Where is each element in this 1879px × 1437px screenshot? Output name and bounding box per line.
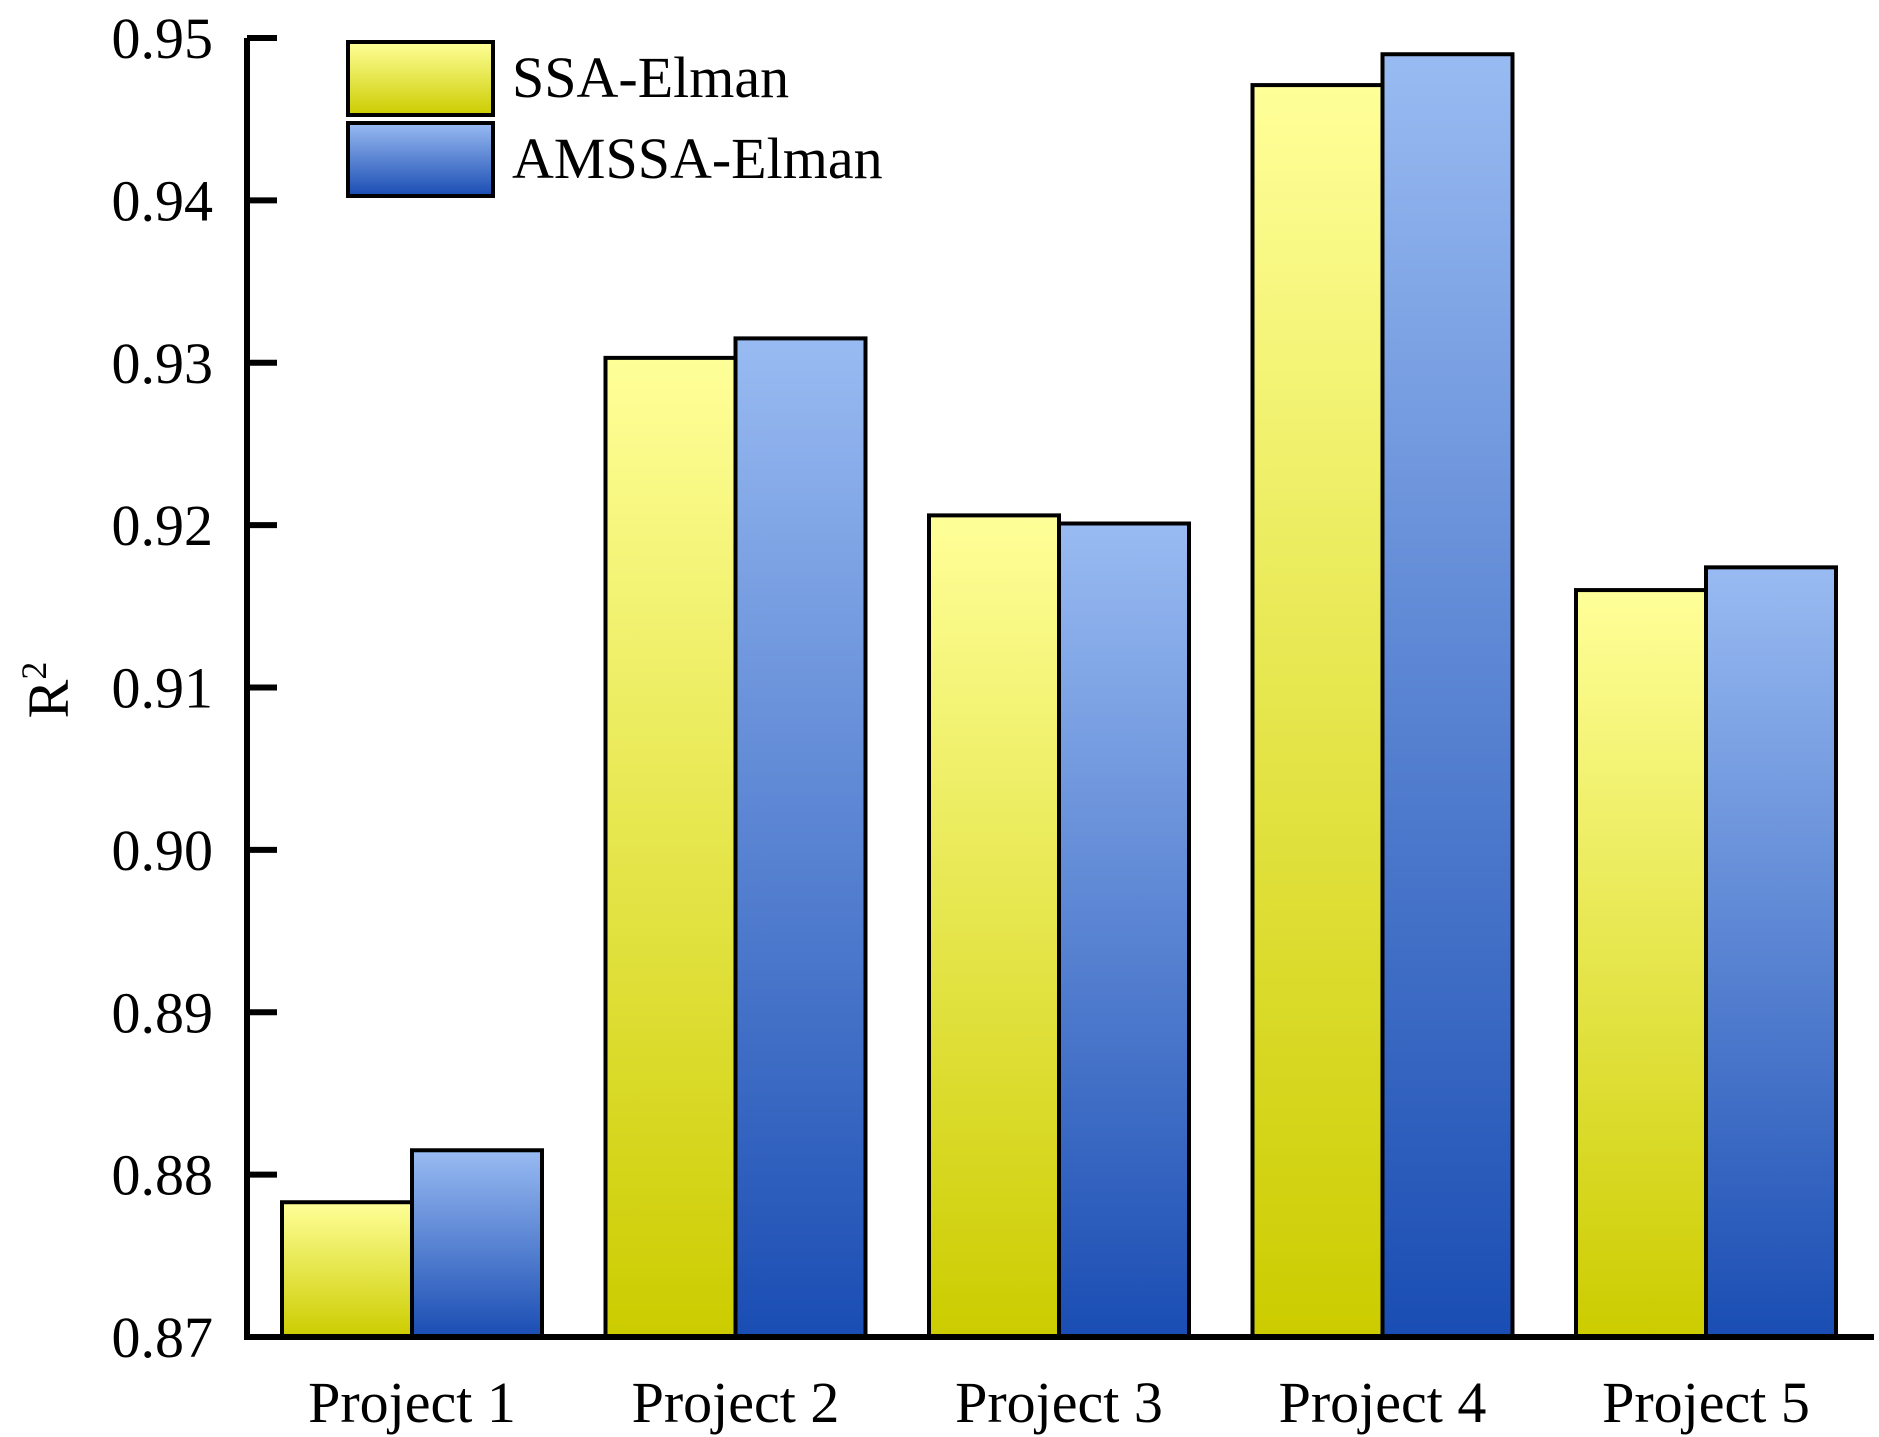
- bar-amssa-elman-5: [1704, 565, 1838, 1339]
- bar-ssa-elman-3: [927, 513, 1061, 1339]
- x-labels-group: Project 1 Project 2 Project 3 Project 4 Proj…: [308, 1370, 1810, 1435]
- bar-ssa-elman-2: [603, 355, 738, 1340]
- y-tick-label: 0.88: [112, 1143, 214, 1208]
- x-tick-label: Project 5: [1602, 1370, 1810, 1435]
- y-tick-label: 0.90: [112, 818, 214, 883]
- y-tick-label: 0.89: [112, 980, 214, 1045]
- legend-swatch-ssa-elman: [346, 40, 495, 117]
- y-tick-label: 0.91: [112, 656, 214, 721]
- legend: SSA-Elman AMSSA-Elman: [346, 40, 883, 198]
- legend-swatch-amssa-elman: [346, 121, 495, 198]
- y-tick-label: 0.87: [112, 1305, 214, 1370]
- y-tick-label: 0.92: [112, 493, 214, 558]
- y-ticks-group: 0.87 0.88 0.89 0.90 0.91 0.92 0.93 0.94 0.95: [112, 6, 277, 1370]
- y-axis-label-base: R: [16, 679, 81, 718]
- x-tick-label: Project 3: [955, 1370, 1163, 1435]
- y-tick-label: 0.95: [112, 6, 214, 71]
- bar-ssa-elman-1: [280, 1200, 414, 1340]
- x-tick-label: Project 2: [632, 1370, 840, 1435]
- y-axis-label-superscript: 2: [14, 662, 54, 680]
- y-tick-label: 0.93: [112, 331, 214, 396]
- bar-amssa-elman-2: [733, 336, 868, 1339]
- y-axis-label: R2: [14, 662, 81, 719]
- bar-amssa-elman-3: [1057, 521, 1191, 1339]
- y-tick-label: 0.94: [112, 168, 214, 233]
- bar-ssa-elman-5: [1574, 588, 1708, 1339]
- legend-label-amssa-elman: AMSSA-Elman: [512, 126, 883, 191]
- bar-ssa-elman-4: [1250, 83, 1385, 1340]
- legend-label-ssa-elman: SSA-Elman: [512, 45, 789, 110]
- bars-group: [280, 52, 1838, 1340]
- bar-amssa-elman-1: [410, 1148, 544, 1340]
- bar-amssa-elman-4: [1380, 52, 1515, 1339]
- x-tick-label: Project 1: [308, 1370, 516, 1435]
- x-tick-label: Project 4: [1279, 1370, 1487, 1435]
